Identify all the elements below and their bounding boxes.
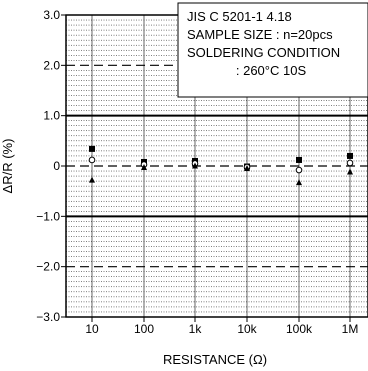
x-tick-label: 1k xyxy=(189,322,203,336)
y-tick-label: 0 xyxy=(53,159,60,173)
annotation-line-1: JIS C 5201-1 4.18 xyxy=(187,9,292,24)
square-marker xyxy=(296,156,302,163)
x-tick-label: 100k xyxy=(286,322,313,336)
annotation-box xyxy=(177,2,368,98)
reference-lines xyxy=(66,64,368,268)
triangle-marker xyxy=(296,179,302,186)
y-tick-label: −1.0 xyxy=(36,209,60,223)
circle-marker xyxy=(346,159,354,167)
square-marker xyxy=(89,145,95,152)
y-axis-ticks: 3.0 2.0 1.0 0 −1.0 −2.0 −3.0 xyxy=(36,8,66,324)
triangle-marker xyxy=(347,168,353,175)
triangle-marker xyxy=(89,176,95,183)
y-tick-label: 1.0 xyxy=(43,109,60,123)
circle-marker xyxy=(88,156,96,164)
legend-box: JIS C 5201-1 4.18 SAMPLE SIZE : n=20pcs … xyxy=(177,2,368,98)
annotation-line-2: SAMPLE SIZE : n=20pcs xyxy=(187,27,333,42)
x-axis-ticks: 10 100 1k 10k 100k 1M xyxy=(85,317,358,336)
annotation-line-3: SOLDERING CONDITION xyxy=(187,45,340,60)
square-marker xyxy=(347,152,353,159)
triangle-marker xyxy=(192,162,198,169)
x-tick-label: 1M xyxy=(342,322,359,336)
circle-marker xyxy=(295,166,303,174)
y-tick-label: 2.0 xyxy=(43,58,60,72)
x-tick-label: 10k xyxy=(237,322,257,336)
triangle-marker xyxy=(244,165,250,172)
x-axis-label: RESISTANCE (Ω) xyxy=(163,352,267,367)
data-markers xyxy=(88,145,354,186)
annotation-line-4: : 260°C 10S xyxy=(236,63,307,78)
y-axis-label: ΔR/R (%) xyxy=(0,139,15,194)
x-tick-label: 10 xyxy=(85,322,99,336)
y-tick-label: −3.0 xyxy=(36,310,60,324)
triangle-marker xyxy=(141,164,147,171)
x-tick-label: 100 xyxy=(134,322,154,336)
y-tick-label: 3.0 xyxy=(43,8,60,22)
y-tick-label: −2.0 xyxy=(36,260,60,274)
